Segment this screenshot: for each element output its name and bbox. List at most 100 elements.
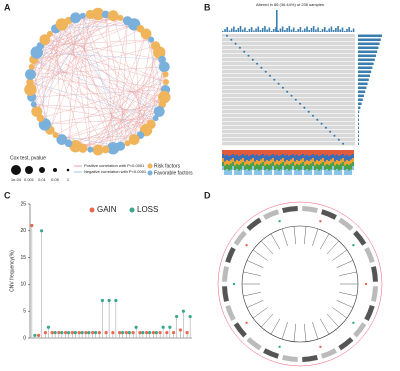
- legend-text: Risk factors: [154, 163, 181, 169]
- stack-bar: [244, 165, 246, 170]
- edge: [49, 33, 152, 125]
- side-bar: [358, 130, 359, 133]
- side-bar: [358, 118, 359, 121]
- side-bar: [358, 142, 359, 145]
- stack-bar: [290, 169, 292, 175]
- lollipop-dot: [165, 331, 169, 335]
- stack-bar: [288, 161, 290, 165]
- node: [87, 146, 94, 153]
- gene-tick: [270, 318, 281, 335]
- stack-bar: [250, 150, 252, 155]
- cnv-dot: [245, 321, 248, 324]
- mutation: [299, 102, 302, 105]
- gene-tick: [252, 249, 268, 261]
- node: [162, 71, 169, 78]
- stack-bar: [224, 170, 226, 175]
- stack-bar: [352, 162, 354, 166]
- grid-row: [222, 66, 355, 70]
- gene-tick: [332, 307, 348, 319]
- stack-bar: [228, 170, 230, 175]
- stack-bar: [288, 156, 290, 161]
- edge: [30, 66, 165, 75]
- stack-bar: [328, 165, 330, 171]
- top-bar: [292, 27, 295, 32]
- y-tick-label: 15: [20, 255, 26, 261]
- stack-bar: [260, 159, 262, 164]
- stack-bar: [330, 159, 332, 164]
- stack-bar: [346, 169, 348, 175]
- stack-bar: [322, 154, 324, 158]
- node: [24, 83, 37, 96]
- edge: [49, 13, 99, 131]
- stack-bar: [282, 158, 284, 162]
- stack-bar: [352, 154, 354, 158]
- stack-bar: [254, 165, 256, 170]
- top-bar: [239, 26, 242, 32]
- stack-bar: [264, 161, 266, 166]
- stack-bar: [300, 163, 302, 170]
- chromosome: [222, 266, 229, 282]
- stack-bar: [274, 161, 276, 166]
- y-tick-label: 20: [20, 228, 26, 234]
- stack-bar: [222, 154, 224, 158]
- mutation: [337, 138, 340, 141]
- stack-bar: [284, 170, 286, 175]
- stack-bar: [226, 169, 228, 175]
- stack-bar: [272, 162, 274, 166]
- grid-row: [222, 98, 355, 102]
- node: [140, 28, 152, 40]
- stack-bar: [308, 170, 310, 175]
- stack-bar: [302, 166, 304, 170]
- node: [152, 115, 159, 122]
- edge: [61, 134, 141, 140]
- mutation: [303, 106, 306, 109]
- mutation: [333, 134, 336, 137]
- edge: [40, 39, 152, 46]
- edge: [44, 118, 156, 125]
- stack-bar: [222, 150, 224, 154]
- stack-bar: [272, 150, 274, 154]
- edge: [145, 33, 165, 98]
- gene-tick: [246, 260, 264, 268]
- edge: [82, 74, 166, 149]
- lollipop-dot: [134, 325, 138, 329]
- edge: [33, 20, 69, 105]
- mutation: [234, 42, 237, 45]
- stack-bar: [262, 154, 264, 158]
- stack-bar: [250, 159, 252, 164]
- lollipop-dot: [154, 331, 158, 335]
- stack-bar: [280, 163, 282, 170]
- lollipop-dot: [50, 331, 54, 335]
- lollipop-dot: [111, 331, 115, 335]
- edge: [40, 45, 46, 125]
- top-bar: [257, 26, 260, 32]
- legend-text: Favorable factors: [154, 170, 193, 176]
- stack-bar: [352, 158, 354, 162]
- stack-bar: [334, 170, 336, 175]
- top-bar: [286, 28, 288, 32]
- stack-bar: [248, 156, 250, 161]
- edge: [61, 111, 160, 140]
- top-bar: [281, 26, 284, 32]
- top-bar: [266, 29, 268, 32]
- stack-bar: [336, 160, 338, 164]
- top-bar: [343, 31, 346, 32]
- stack-bar: [310, 163, 312, 170]
- top-bar: [308, 30, 311, 32]
- mutation: [264, 70, 267, 73]
- chromosome: [353, 230, 367, 246]
- stack-bar: [284, 165, 286, 170]
- edge: [30, 20, 69, 90]
- stack-bar: [314, 161, 316, 166]
- grid-row: [222, 38, 355, 42]
- stack-bar: [272, 166, 274, 170]
- chromosome: [246, 337, 262, 351]
- lollipop-dot: [73, 331, 77, 335]
- grid-row: [222, 134, 355, 138]
- stack-bar: [246, 150, 248, 155]
- legend-text: Negative correlation with P<0.0001: [84, 169, 147, 174]
- stack-bar: [240, 169, 242, 175]
- lollipop-dot: [168, 325, 172, 329]
- legend-dot: [147, 163, 153, 169]
- top-bar: [253, 30, 255, 32]
